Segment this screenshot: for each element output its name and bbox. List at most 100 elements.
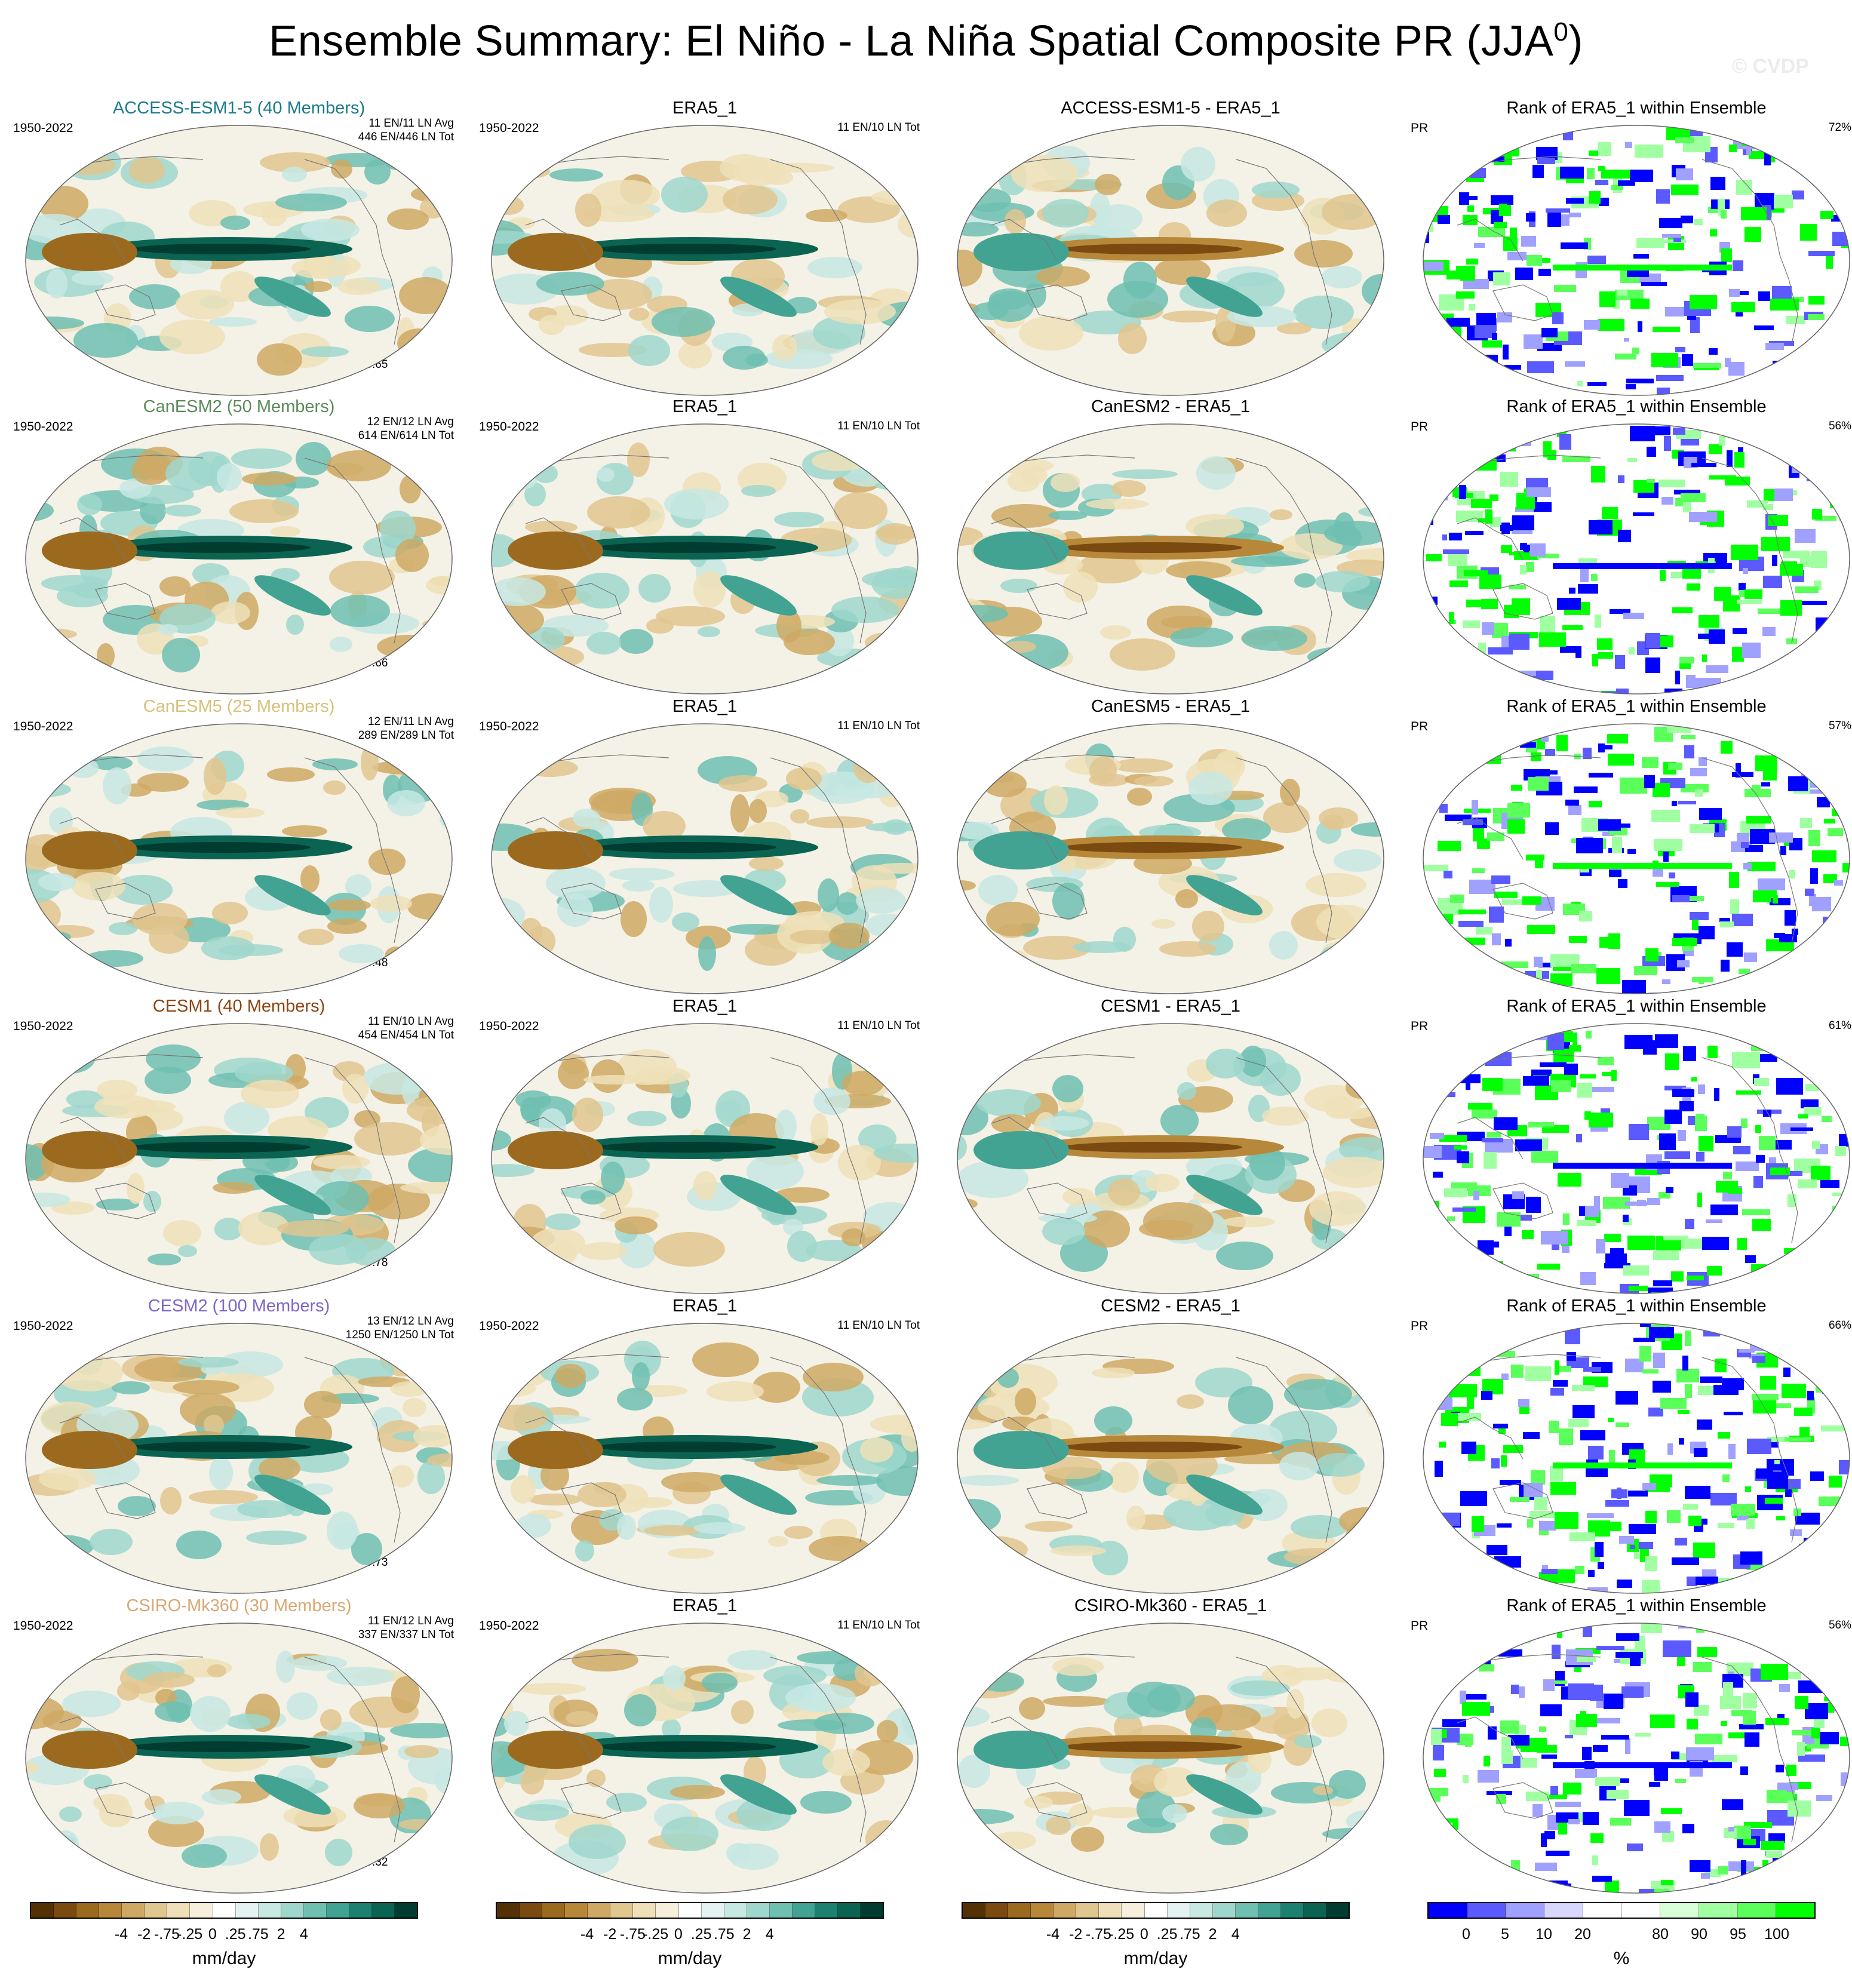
colorbar-box: [326, 1903, 349, 1918]
precip-map: [957, 1623, 1384, 1894]
obs-panel: ERA5_1 1950-2022 11 EN/10 LN Tot: [478, 997, 932, 1298]
colorbar-unit: mm/day: [1123, 1949, 1188, 1968]
colorbar-tick-label: 2: [742, 1926, 751, 1943]
colorbar-box: [610, 1903, 634, 1918]
precip-map: [491, 125, 919, 396]
colorbar-tick-label: .75: [247, 1926, 269, 1943]
colorbar-box: [235, 1903, 259, 1918]
colorbar-tick-label: 4: [299, 1926, 308, 1943]
obs-panel: ERA5_1 1950-2022 11 EN/10 LN Tot: [478, 1296, 932, 1598]
avg-count: 11 EN/12 LN Avg: [367, 1615, 454, 1627]
colorbar-box: [1303, 1903, 1326, 1918]
obs-panel: ERA5_1 1950-2022 11 EN/10 LN Tot: [478, 697, 932, 998]
colorbar-box: [656, 1903, 679, 1918]
panel-title: CSIRO-Mk360 (30 Members): [126, 1596, 352, 1615]
avg-count: 12 EN/12 LN Avg: [367, 416, 454, 428]
avg-count: 13 EN/12 LN Avg: [367, 1315, 454, 1328]
panel-title: Rank of ERA5_1 within Ensemble: [1506, 997, 1767, 1016]
colorbar-box: [190, 1903, 213, 1918]
colorbar-tick-label: 5: [1501, 1926, 1509, 1943]
precip-map: [25, 423, 453, 695]
rank-map: [1423, 1023, 1850, 1294]
panel-title: ERA5_1: [672, 1596, 737, 1615]
rank-percent: 57%: [1828, 720, 1851, 732]
avg-count: 11 EN/10 LN Avg: [367, 1015, 454, 1028]
rank-map: [1423, 125, 1850, 396]
model-panel: CanESM5 (25 Members) 1950-2022 12 EN/11 LN…: [12, 697, 466, 998]
colorbar-tick-label: .75: [1179, 1926, 1200, 1943]
precip-map: [25, 1323, 453, 1594]
colorbar-box: [1122, 1903, 1145, 1918]
year-range: 1950-2022: [479, 1019, 539, 1033]
rank-variable: PR: [1411, 1319, 1429, 1333]
colorbar-boxes: [496, 1902, 884, 1919]
obs-panel: ERA5_1 1950-2022 11 EN/10 LN Tot: [478, 1596, 932, 1898]
panel-title: CESM2 - ERA5_1: [1101, 1296, 1240, 1316]
colorbar-tick-label: -4: [580, 1926, 594, 1943]
panel-title: ACCESS-ESM1-5 (40 Members): [112, 99, 366, 118]
total-count: 454 EN/454 LN Tot: [358, 1029, 454, 1041]
member-counts: 11 EN/10 LN Avg 454 EN/454 LN Tot: [358, 1015, 454, 1042]
colorbar-boxes: [962, 1902, 1350, 1919]
colorbar-box: [1326, 1903, 1349, 1918]
colorbar-box: [1076, 1903, 1099, 1918]
member-counts: 13 EN/12 LN Avg 1250 EN/1250 LN Tot: [346, 1314, 454, 1342]
colorbar-tick-label: 20: [1574, 1926, 1591, 1943]
rank-percent: 61%: [1828, 1019, 1851, 1032]
colorbar-tick-label: .25: [690, 1926, 712, 1943]
rank-variable: PR: [1411, 121, 1429, 135]
colorbar-tick-label: -.75: [153, 1926, 180, 1943]
precip-map: [957, 125, 1384, 396]
rank-percent: 66%: [1828, 1319, 1851, 1332]
colorbar-tick-label: -.75: [1085, 1926, 1111, 1943]
precip-map: [25, 1023, 453, 1294]
total-count: 289 EN/289 LN Tot: [358, 729, 454, 742]
colorbar-tick-label: -.25: [177, 1926, 203, 1943]
rank-panel: Rank of ERA5_1 within Ensemble PR 66%: [1409, 1296, 1852, 1598]
colorbar-box: [122, 1903, 145, 1918]
colorbar-box: [588, 1903, 611, 1918]
year-range: 1950-2022: [13, 1319, 73, 1333]
year-range: 1950-2022: [479, 720, 539, 733]
rank-map: [1423, 1323, 1850, 1594]
colorbar-tick-label: -.25: [643, 1926, 669, 1943]
colorbar-box: [678, 1903, 702, 1918]
colorbar-tick-label: 2: [277, 1926, 285, 1943]
precip-map: [491, 723, 919, 994]
colorbar-box: [1621, 1903, 1661, 1918]
obs-panel: ERA5_1 1950-2022 11 EN/10 LN Tot: [478, 99, 932, 400]
colorbar-box: [1258, 1903, 1281, 1918]
panel-title: CESM2 (100 Members): [148, 1296, 330, 1316]
precip-map: [957, 423, 1384, 695]
panel-title: Rank of ERA5_1 within Ensemble: [1506, 1296, 1767, 1316]
colorbar-box: [1190, 1903, 1213, 1918]
colorbar-tick-label: 100: [1764, 1926, 1789, 1943]
colorbar-box: [1212, 1903, 1236, 1918]
precip-map: [957, 1323, 1384, 1594]
colorbar-box: [815, 1903, 838, 1918]
model-panel: CESM2 (100 Members) 1950-2022 13 EN/12 LN …: [12, 1296, 466, 1598]
colorbar-tick-label: 0: [208, 1926, 217, 1943]
colorbar-box: [497, 1903, 520, 1918]
colorbar-tick-label: -2: [1069, 1926, 1083, 1943]
year-range: 1950-2022: [13, 720, 73, 733]
rank-percent: 56%: [1828, 420, 1851, 432]
rank-variable: PR: [1411, 420, 1429, 434]
colorbar-box: [792, 1903, 815, 1918]
colorbar-tick-label: 4: [1231, 1926, 1240, 1943]
panel-title: ERA5_1: [672, 1296, 737, 1316]
colorbar-box: [542, 1903, 566, 1918]
colorbar-tick-label: 95: [1730, 1926, 1746, 1943]
panel-title: Rank of ERA5_1 within Ensemble: [1506, 697, 1767, 716]
panel-title: CESM1 - ERA5_1: [1101, 997, 1240, 1016]
precip-colorbar: -4 -2 -.75 -.25 0 .25.75 2 4 mm/day: [962, 1902, 1350, 1986]
total-count: 614 EN/614 LN Tot: [358, 429, 454, 442]
colorbar-box: [167, 1903, 191, 1918]
precip-colorbar: -4 -2 -.75 -.25 0 .25.75 2 4 mm/day: [496, 1902, 884, 1986]
obs-counts: 11 EN/10 LN Tot: [837, 720, 920, 732]
member-counts: 11 EN/11 LN Avg 446 EN/446 LN Tot: [358, 116, 454, 144]
colorbar-tick-label: -.25: [1108, 1926, 1135, 1943]
precip-colorbar: -4 -2 -.75 -.25 0 .25.75 2 4 mm/day: [30, 1902, 418, 1986]
colorbar-box: [837, 1903, 861, 1918]
colorbar-box: [1544, 1903, 1583, 1918]
